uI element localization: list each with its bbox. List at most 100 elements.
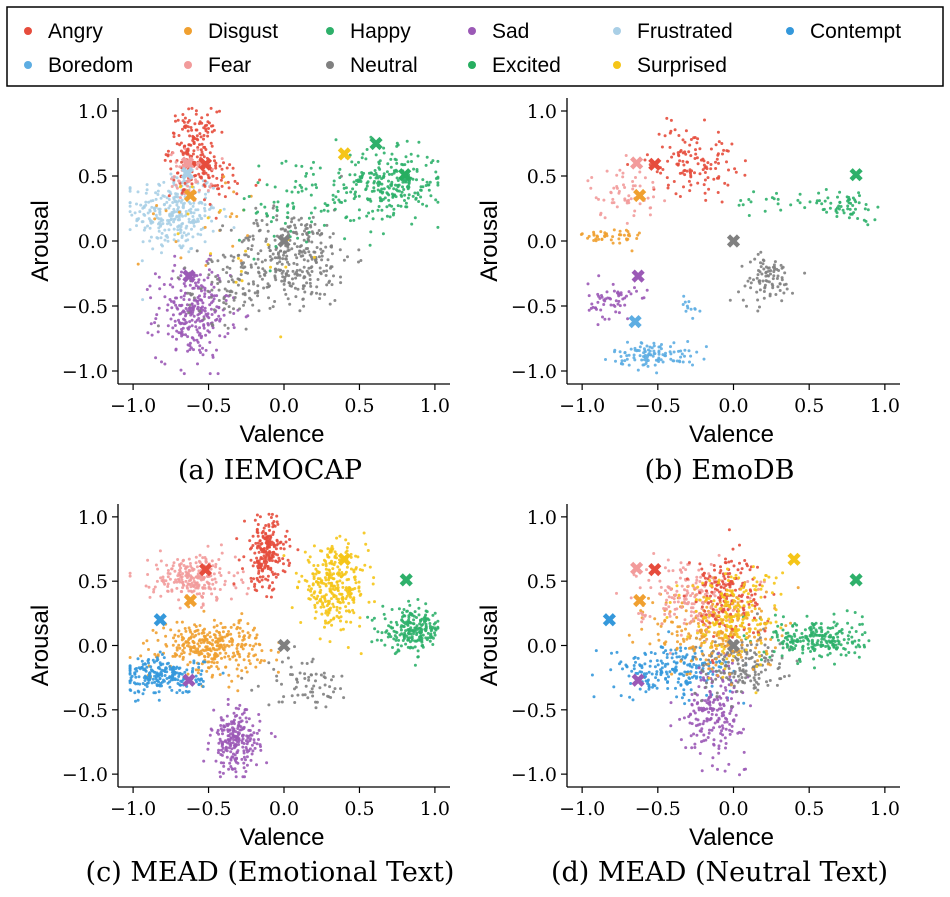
point-neutral	[272, 204, 276, 208]
point-angry	[645, 153, 649, 157]
point-neutral	[251, 237, 255, 241]
point-angry	[256, 564, 260, 568]
point-sad	[596, 292, 600, 296]
point-happy	[770, 196, 774, 200]
point-happy	[826, 630, 830, 634]
point-happy	[337, 198, 341, 202]
point-sad	[191, 305, 195, 309]
legend-item-disgust: Disgust	[184, 20, 278, 43]
point-sad	[206, 323, 210, 327]
point-frustrated	[211, 206, 215, 210]
point-contempt	[659, 659, 663, 663]
point-neutral	[250, 688, 254, 692]
point-neutral	[734, 656, 738, 660]
point-sad	[609, 303, 613, 307]
point-contempt	[682, 692, 686, 696]
point-happy	[791, 641, 795, 645]
point-neutral	[300, 661, 304, 665]
point-surprised	[209, 252, 213, 256]
point-disgust	[174, 240, 178, 244]
point-fear	[213, 577, 217, 581]
y-tick-label: 0.0	[78, 636, 108, 658]
point-disgust	[224, 651, 228, 655]
point-surprised	[351, 608, 355, 612]
point-angry	[733, 167, 737, 171]
point-disgust	[236, 625, 240, 629]
point-contempt	[670, 656, 674, 660]
point-neutral	[229, 254, 233, 258]
point-sad	[229, 750, 233, 754]
point-neutral	[338, 248, 342, 252]
point-sad	[233, 743, 237, 747]
point-contempt	[651, 685, 654, 689]
point-surprised	[176, 232, 180, 236]
point-surprised	[344, 588, 348, 592]
point-boredom	[648, 349, 652, 353]
point-disgust	[197, 632, 201, 636]
point-angry	[197, 122, 201, 126]
point-neutral	[772, 263, 776, 267]
point-angry	[670, 155, 674, 159]
point-happy	[366, 615, 370, 619]
point-disgust	[254, 642, 258, 646]
point-surprised	[244, 249, 248, 253]
point-sad	[723, 686, 727, 690]
point-happy	[394, 630, 398, 634]
point-angry	[256, 531, 260, 535]
point-sad	[203, 288, 207, 292]
point-disgust	[188, 652, 192, 656]
point-surprised	[313, 603, 317, 607]
point-boredom	[680, 352, 684, 356]
point-sad	[186, 335, 190, 339]
point-neutral	[225, 265, 229, 269]
point-happy	[385, 629, 389, 633]
point-angry	[681, 138, 685, 142]
point-neutral	[207, 273, 211, 277]
point-fear	[233, 555, 237, 559]
point-happy	[300, 186, 304, 189]
point-neutral	[283, 278, 287, 281]
point-happy	[353, 192, 357, 196]
y-tick-label: −1.0	[62, 764, 108, 786]
point-sad	[586, 282, 590, 286]
point-sad	[240, 757, 244, 761]
point-fear	[159, 576, 163, 580]
point-neutral	[290, 694, 294, 698]
point-sad	[184, 291, 187, 295]
point-surprised	[318, 637, 322, 641]
point-neutral	[222, 307, 226, 311]
point-frustrated	[187, 250, 191, 254]
point-happy	[348, 173, 352, 177]
point-happy	[419, 188, 423, 192]
point-neutral	[275, 218, 279, 222]
point-neutral	[240, 676, 244, 680]
x-tick-label: −1.0	[110, 395, 156, 417]
point-neutral	[287, 248, 291, 252]
centroid-angry	[198, 563, 213, 577]
point-disgust	[164, 634, 168, 638]
point-angry	[288, 561, 292, 565]
point-sad	[236, 761, 240, 765]
point-disgust	[128, 656, 132, 659]
point-happy	[378, 182, 382, 186]
point-neutral	[320, 258, 324, 262]
point-sad	[222, 313, 226, 317]
point-sad	[229, 758, 233, 762]
point-contempt	[650, 672, 654, 676]
point-neutral	[247, 289, 251, 293]
point-happy	[798, 636, 802, 640]
point-sad	[265, 761, 269, 765]
point-sad	[237, 738, 241, 742]
point-disgust	[197, 653, 201, 657]
point-neutral	[289, 665, 293, 669]
point-disgust	[204, 264, 208, 267]
point-happy	[386, 185, 390, 189]
point-frustrated	[141, 220, 145, 224]
y-tick-label: −1.0	[62, 361, 108, 383]
point-surprised	[347, 609, 351, 613]
centroid-stroke	[180, 156, 195, 170]
point-sad	[717, 751, 721, 755]
point-sad	[203, 309, 207, 313]
point-sad	[207, 296, 211, 299]
point-frustrated	[142, 205, 146, 209]
